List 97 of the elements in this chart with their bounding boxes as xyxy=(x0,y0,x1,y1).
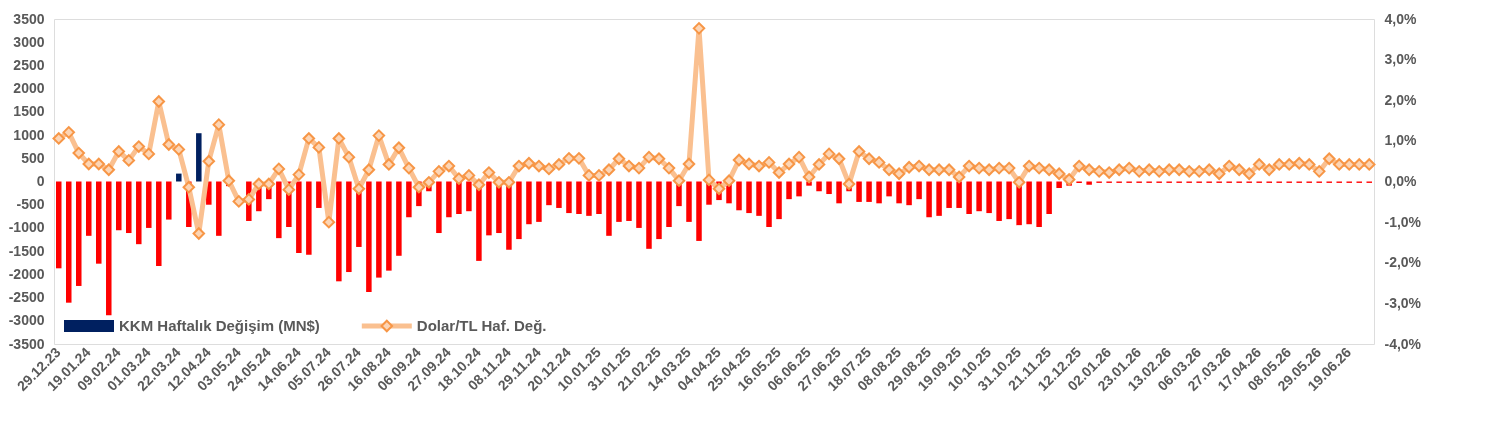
y2-tick-label: -3,0% xyxy=(1384,294,1422,311)
y-tick-label: 2000 xyxy=(13,80,45,97)
bar xyxy=(346,181,352,273)
bar xyxy=(276,181,282,239)
bar xyxy=(446,181,452,218)
bar xyxy=(936,181,942,216)
y2-tick-label: 3,0% xyxy=(1384,51,1417,68)
bar xyxy=(686,181,692,222)
bar xyxy=(976,181,982,212)
bar xyxy=(406,181,412,218)
bar xyxy=(196,133,202,182)
bar xyxy=(556,181,562,208)
bar xyxy=(156,181,162,266)
bar xyxy=(546,181,552,206)
bar xyxy=(756,181,762,216)
bar xyxy=(866,181,872,202)
bar xyxy=(116,181,122,231)
bar xyxy=(126,181,132,234)
bar xyxy=(76,181,82,286)
bar xyxy=(946,181,952,208)
bar xyxy=(606,181,612,236)
bar xyxy=(616,181,622,222)
y-tick-label: -500 xyxy=(16,196,45,213)
bar xyxy=(906,181,912,206)
bar xyxy=(856,181,862,202)
bar xyxy=(1036,181,1042,227)
bar xyxy=(646,181,652,249)
bar xyxy=(886,181,892,197)
legend-label: Dolar/TL Haf. Değ. xyxy=(416,317,547,334)
bar xyxy=(696,181,702,241)
bar xyxy=(166,181,172,220)
bar xyxy=(766,181,772,227)
y-tick-label: 3000 xyxy=(13,33,45,50)
bar xyxy=(526,181,532,225)
bar xyxy=(836,181,842,204)
bar xyxy=(876,181,882,204)
y-tick-label: -2500 xyxy=(8,289,45,306)
bar xyxy=(746,181,752,214)
y2-tick-label: -1,0% xyxy=(1384,213,1422,230)
y2-tick-label: 1,0% xyxy=(1384,132,1417,149)
bar xyxy=(656,181,662,240)
y-tick-label: -2000 xyxy=(8,265,45,282)
bar xyxy=(66,181,72,303)
bar xyxy=(176,173,182,182)
bar xyxy=(436,181,442,234)
bar xyxy=(816,181,822,192)
y-tick-label: -1500 xyxy=(8,242,45,259)
bar xyxy=(216,181,222,236)
bar xyxy=(96,181,102,264)
bar xyxy=(1086,181,1092,185)
bar xyxy=(566,181,572,214)
bar xyxy=(916,181,922,200)
bar xyxy=(396,181,402,256)
bar xyxy=(336,181,342,282)
bar xyxy=(926,181,932,218)
bar xyxy=(786,181,792,200)
y-tick-label: 1500 xyxy=(13,103,45,120)
bar xyxy=(626,181,632,221)
y-tick-label: -3000 xyxy=(8,312,45,329)
y-tick-label: -1000 xyxy=(8,219,45,236)
bar xyxy=(636,181,642,228)
bar xyxy=(56,181,62,269)
y2-tick-label: -2,0% xyxy=(1384,254,1422,271)
bar xyxy=(1046,181,1052,214)
bar xyxy=(386,181,392,271)
bar xyxy=(1006,181,1012,220)
bar xyxy=(966,181,972,214)
bar xyxy=(996,181,1002,221)
bar xyxy=(516,181,522,240)
y-tick-label: 1000 xyxy=(13,126,45,143)
y2-tick-label: 0,0% xyxy=(1384,173,1417,189)
y2-tick-label: 2,0% xyxy=(1384,91,1417,108)
bar xyxy=(106,181,112,316)
y-tick-label: 0 xyxy=(36,173,45,189)
bar xyxy=(1026,181,1032,225)
bar xyxy=(796,181,802,197)
bar xyxy=(136,181,142,245)
bar xyxy=(576,181,582,214)
bar xyxy=(736,181,742,211)
bar xyxy=(536,181,542,222)
bar xyxy=(376,181,382,278)
bar xyxy=(366,181,372,292)
bar xyxy=(666,181,672,227)
legend-label: KKM Haftalık Değişim (MN$) xyxy=(119,317,320,334)
bar xyxy=(146,181,152,228)
y-tick-label: 500 xyxy=(21,149,45,166)
bar xyxy=(1056,181,1062,188)
bar xyxy=(986,181,992,214)
bar xyxy=(86,181,92,236)
y-tick-label: 2500 xyxy=(13,56,45,73)
y2-tick-label: 4,0% xyxy=(1384,10,1417,27)
y-tick-label: -3500 xyxy=(8,335,45,352)
bar xyxy=(306,181,312,255)
bar xyxy=(316,181,322,208)
y2-tick-label: -4,0% xyxy=(1384,335,1422,352)
bar xyxy=(826,181,832,195)
y-tick-label: 3500 xyxy=(13,10,45,27)
